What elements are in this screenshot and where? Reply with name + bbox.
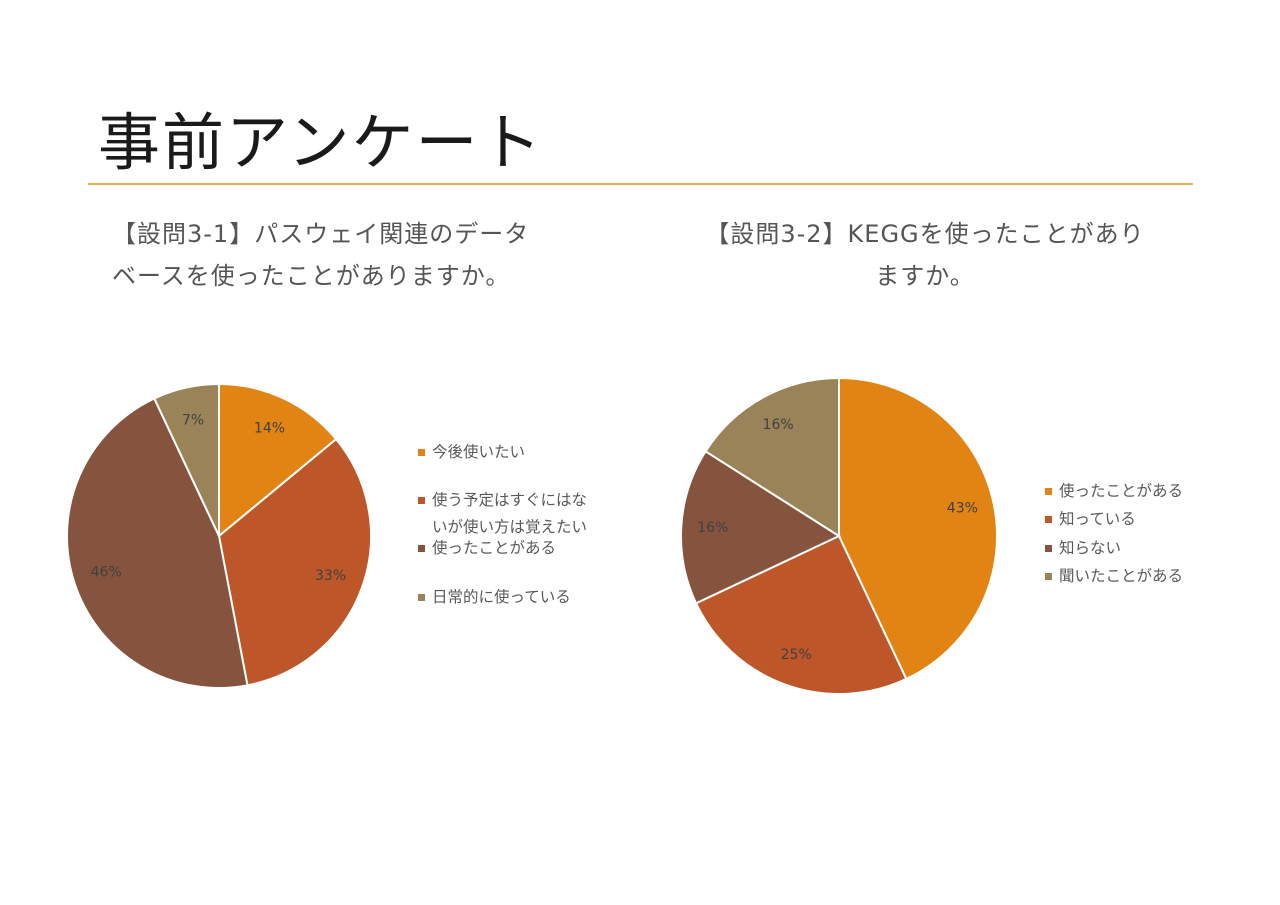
pie-slice-label: 16% xyxy=(697,520,728,536)
question-3-2: 【設問3-2】KEGGを使ったことがあり ますか。 xyxy=(700,213,1150,297)
legend-label-line2: いが使い方は覚えたい xyxy=(432,518,588,536)
pie-slice xyxy=(217,437,372,687)
legend-label: 使ったことがある xyxy=(432,539,557,557)
legend-label: 知らない xyxy=(1059,539,1122,557)
legend-swatch xyxy=(418,594,425,601)
legend-swatch xyxy=(418,545,425,552)
pie-chart-3-2: 43% 25% 16% 16% xyxy=(680,376,998,695)
pie-slice xyxy=(680,449,842,605)
legend-label: 使ったことがある xyxy=(1059,482,1184,500)
question-3-1-line1: 【設問3-1】パスウェイ関連のデータ xyxy=(112,220,530,248)
pie-chart-3-1: 14% 33% 46% 7% xyxy=(66,382,372,689)
legend-swatch xyxy=(1045,545,1052,552)
pie-slice xyxy=(218,382,338,539)
legend-swatch xyxy=(418,449,425,456)
legend-swatch xyxy=(418,497,425,504)
pie-slice-label: 7% xyxy=(182,412,204,428)
pie-slice-label: 46% xyxy=(91,565,122,581)
legend-label: 今後使いたい xyxy=(432,443,526,461)
question-3-2-line1: 【設問3-2】KEGGを使ったことがあり xyxy=(705,220,1145,248)
pie-slice-label: 14% xyxy=(254,421,285,437)
question-3-1-line2: ベースを使ったことがありますか。 xyxy=(112,262,511,290)
question-3-1: 【設問3-1】パスウェイ関連のデータ ベースを使ったことがありますか。 xyxy=(112,213,542,297)
legend-label: 使う予定はすぐにはな xyxy=(432,491,588,509)
pie-slice-label: 43% xyxy=(947,500,978,516)
slide-title: 事前アンケート xyxy=(98,106,544,179)
legend-swatch xyxy=(1045,516,1052,523)
legend-swatch xyxy=(1045,573,1052,580)
legend-label: 知っている xyxy=(1059,510,1136,528)
pie-slice xyxy=(152,382,220,537)
legend-label: 日常的に使っている xyxy=(432,588,571,606)
pie-slice xyxy=(838,376,998,681)
legend-swatch xyxy=(1045,488,1052,495)
pie-slice xyxy=(66,397,249,689)
pie-slice xyxy=(694,534,908,695)
title-divider xyxy=(88,183,1193,185)
legend-label: 聞いたことがある xyxy=(1059,567,1184,585)
question-3-2-line2: ますか。 xyxy=(875,262,975,290)
pie-slice-label: 16% xyxy=(763,417,794,433)
pie-slice-label: 33% xyxy=(315,568,346,584)
pie-slice-label: 25% xyxy=(781,647,812,663)
pie-slice xyxy=(704,376,840,538)
